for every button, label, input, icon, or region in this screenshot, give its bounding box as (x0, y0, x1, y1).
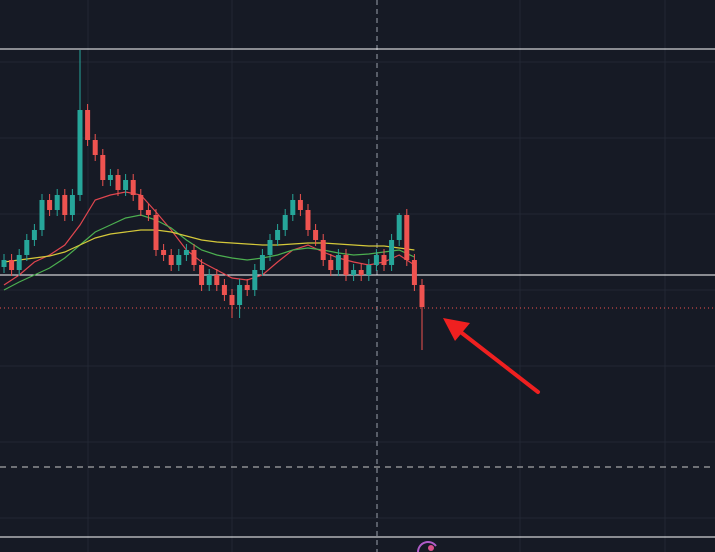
candle-body (282, 215, 288, 230)
candle-body (47, 200, 53, 210)
candle-body (176, 255, 182, 265)
candle-body (100, 155, 106, 180)
candle-body (335, 255, 341, 270)
candle-body (229, 295, 235, 305)
candle-body (54, 195, 60, 210)
candle-body (138, 195, 144, 210)
candle-body (9, 260, 15, 270)
candle-body (252, 270, 258, 290)
candle-body (161, 250, 167, 255)
candle-body (77, 110, 83, 195)
candle-body (92, 140, 98, 155)
candle-body (214, 275, 220, 285)
candle-body (343, 255, 349, 275)
arrow-shaft (456, 328, 540, 394)
candle-body (199, 265, 205, 285)
candle-body (16, 255, 22, 270)
candle-body (297, 200, 303, 210)
candle-body (39, 200, 45, 230)
candle-body (145, 210, 151, 215)
candle-body (419, 285, 425, 307)
candle-body (1, 260, 7, 267)
candle-body (31, 230, 37, 240)
plot (0, 48, 715, 468)
arrow-head (443, 318, 470, 341)
candle-body (381, 255, 387, 265)
candle-body (351, 270, 357, 275)
candle-body (267, 240, 273, 255)
candle-body (123, 180, 129, 190)
candle-body (130, 180, 136, 195)
candle-body (328, 260, 334, 270)
candle-body (69, 195, 75, 215)
icon-dot (428, 545, 434, 551)
candle-body (396, 215, 402, 240)
candle-body (206, 275, 212, 285)
candle-body (290, 200, 296, 215)
candle-body (191, 250, 197, 265)
candle-body (115, 175, 121, 190)
candle-body (373, 255, 379, 265)
candle-body (320, 240, 326, 260)
candle-body (358, 270, 364, 275)
candle-body (275, 230, 281, 240)
candle-body (168, 255, 174, 265)
candle-body (259, 255, 265, 270)
candle-body (153, 215, 159, 250)
candle-body (411, 260, 417, 285)
icon (417, 541, 437, 552)
candle-body (366, 265, 372, 275)
candle-body (389, 240, 395, 265)
candle-body (85, 110, 91, 140)
candle-body (244, 285, 250, 290)
candle-body (183, 250, 189, 255)
candle-body (107, 175, 113, 180)
candle-body (237, 285, 243, 305)
candle-body (404, 215, 410, 260)
candle-body (62, 195, 68, 215)
candle-body (24, 240, 30, 255)
candle-body (313, 230, 319, 240)
moving-average (3, 229, 415, 263)
candle-body (221, 285, 227, 295)
candle-body (305, 210, 311, 230)
